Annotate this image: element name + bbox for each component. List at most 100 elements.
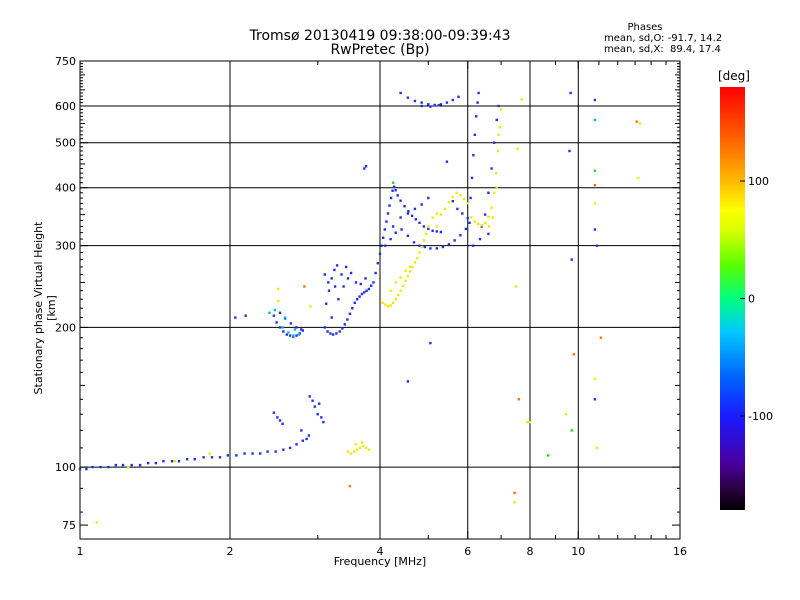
data-point <box>487 232 490 236</box>
data-point <box>383 228 386 231</box>
data-point <box>351 307 354 310</box>
data-point <box>435 212 438 215</box>
data-point <box>483 213 487 216</box>
data-point <box>354 443 358 446</box>
data-point <box>404 279 407 282</box>
data-point <box>333 268 336 272</box>
data-point <box>513 501 516 504</box>
data-point <box>435 230 438 233</box>
data-point <box>95 521 98 524</box>
data-point <box>295 334 298 337</box>
data-point <box>353 450 356 453</box>
data-point <box>427 103 430 106</box>
data-point <box>208 452 211 455</box>
data-point <box>420 203 423 206</box>
data-point <box>490 206 493 209</box>
data-point <box>372 281 375 284</box>
data-point <box>210 456 214 459</box>
data-point <box>406 212 410 215</box>
x-tick-label: 1 <box>77 545 84 558</box>
data-point <box>443 207 447 211</box>
data-point <box>593 228 597 231</box>
data-point <box>422 225 426 228</box>
data-point <box>391 189 394 192</box>
y-tick-label: 750 <box>55 55 76 68</box>
data-point <box>435 247 438 250</box>
data-point <box>359 282 362 286</box>
data-point <box>274 450 277 453</box>
data-point <box>359 446 362 450</box>
chart-title-line1: Tromsø 20130419 09:38:00-09:39:43 <box>249 28 511 44</box>
y-tick-label: 100 <box>55 461 76 474</box>
data-point <box>403 205 406 208</box>
y-tick-label: 300 <box>55 240 76 253</box>
data-point <box>78 467 82 471</box>
data-point <box>276 416 279 419</box>
data-points <box>78 91 642 524</box>
data-point <box>399 276 402 279</box>
data-point <box>476 101 479 104</box>
data-point <box>385 220 388 223</box>
data-point <box>399 216 402 219</box>
data-point <box>327 289 331 292</box>
data-point <box>496 149 500 153</box>
data-point <box>154 461 158 465</box>
phases-title: Phases <box>627 22 663 33</box>
data-point <box>498 126 502 129</box>
data-point <box>277 287 280 291</box>
data-point <box>360 441 364 444</box>
data-point <box>335 264 339 267</box>
data-point <box>305 437 308 441</box>
data-point <box>331 333 335 336</box>
data-point <box>407 210 410 213</box>
data-point <box>300 328 303 331</box>
data-point <box>386 305 390 308</box>
data-point <box>595 446 599 450</box>
data-point <box>303 285 306 288</box>
chart-title-line2: RwPretec (Bp) <box>330 42 430 58</box>
data-point <box>146 461 150 465</box>
data-point <box>234 316 237 319</box>
data-point <box>490 167 493 170</box>
data-point <box>323 326 326 329</box>
data-point <box>451 195 454 199</box>
data-point <box>307 434 311 437</box>
x-tick-label: 8 <box>527 545 534 558</box>
data-point <box>423 245 426 249</box>
data-point <box>289 322 293 325</box>
data-point <box>391 181 395 184</box>
x-tick-label: 10 <box>571 545 585 558</box>
data-point <box>344 265 348 269</box>
data-point <box>330 316 333 319</box>
data-point <box>418 244 421 247</box>
data-point <box>394 231 397 234</box>
data-point <box>389 304 392 307</box>
data-point <box>173 460 176 463</box>
data-point <box>420 104 423 108</box>
data-point <box>121 463 125 467</box>
data-point <box>497 133 500 136</box>
data-point <box>329 332 332 335</box>
data-point <box>320 416 323 419</box>
data-point <box>311 399 314 402</box>
data-point <box>404 269 407 272</box>
data-point <box>382 236 385 239</box>
data-point <box>493 141 496 144</box>
data-point <box>427 196 430 200</box>
data-point <box>293 328 297 331</box>
data-point <box>308 395 311 398</box>
data-point <box>275 321 278 324</box>
data-point <box>272 411 276 414</box>
data-point <box>424 232 428 236</box>
data-point <box>547 454 550 457</box>
data-point <box>514 285 518 288</box>
y-axis-label: Stationary phase Virtual Height [km] <box>32 221 58 395</box>
data-point <box>356 298 359 301</box>
data-point <box>325 302 328 305</box>
data-point <box>316 413 319 416</box>
data-point <box>433 103 436 107</box>
data-point <box>516 147 519 151</box>
data-point <box>394 189 397 192</box>
data-point <box>431 229 434 232</box>
data-point <box>487 225 491 228</box>
